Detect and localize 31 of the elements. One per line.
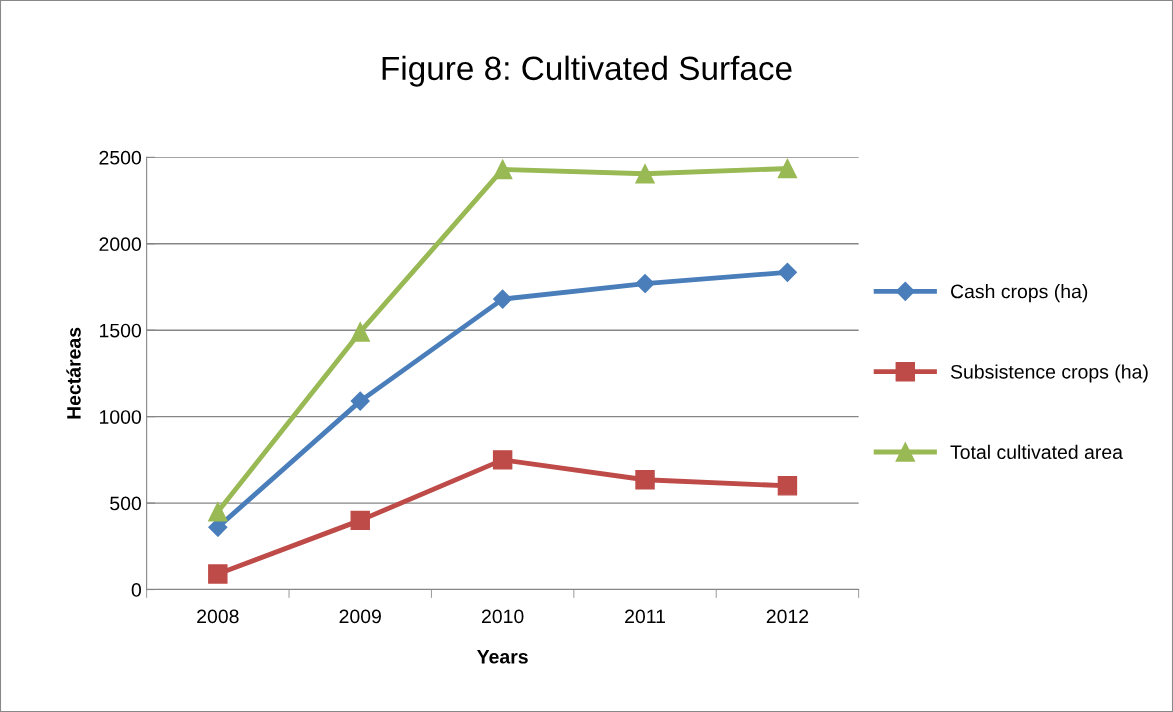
x-tick-label: 2011 <box>625 609 665 624</box>
chart-title: Figure 8: Cultivated Surface <box>382 55 792 87</box>
point <box>492 159 513 180</box>
point <box>777 158 798 179</box>
point <box>777 476 798 496</box>
y-tick-label: 1000 <box>99 410 142 424</box>
legend-label: Subsistence crops (ha) <box>950 364 1148 383</box>
y-tick-label: 2500 <box>99 150 142 165</box>
x-tick-label: 2009 <box>339 609 381 624</box>
point <box>635 274 655 294</box>
point <box>350 391 370 411</box>
point <box>208 502 228 522</box>
y-axis-title: Hectáreas <box>66 327 81 419</box>
legend-label: Cash crops (ha) <box>951 284 1088 303</box>
point <box>208 564 228 584</box>
x-tick-label: 2010 <box>481 609 524 624</box>
point <box>777 262 797 282</box>
y-tick-label: 2000 <box>99 237 142 252</box>
x-tick-label: 2012 <box>766 609 809 624</box>
point <box>635 164 655 184</box>
legend-label: Total cultivated area <box>950 444 1123 460</box>
x-tick-label: 2008 <box>197 609 239 624</box>
y-tick-label: 1500 <box>99 323 142 338</box>
point <box>493 289 513 309</box>
y-tick-label: 0 <box>131 583 141 597</box>
y-tick-label: 500 <box>110 496 142 511</box>
point <box>350 510 370 531</box>
point <box>635 470 655 490</box>
x-axis-title: Years <box>477 650 528 664</box>
point <box>492 450 513 470</box>
point <box>350 322 370 342</box>
